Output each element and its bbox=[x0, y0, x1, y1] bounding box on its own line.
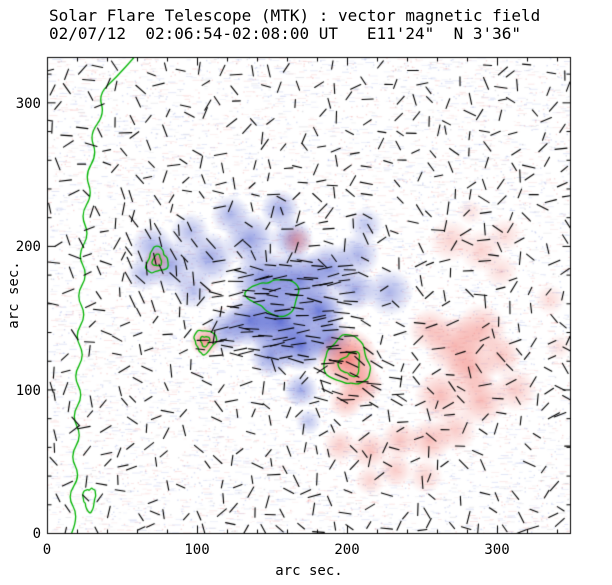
figure-subtitle: 02/07/12 02:06:54-02:08:00 UT E11'24" N … bbox=[49, 24, 522, 43]
figure-title: Solar Flare Telescope (MTK) : vector mag… bbox=[49, 6, 541, 25]
y-tick-label-300: 300 bbox=[15, 96, 41, 112]
y-tick-label-200: 200 bbox=[15, 239, 41, 255]
x-tick-label-100: 100 bbox=[184, 542, 210, 558]
x-axis-label: arc sec. bbox=[275, 563, 343, 579]
x-tick-label-200: 200 bbox=[334, 542, 360, 558]
y-axis-label: arc sec. bbox=[6, 261, 22, 329]
x-tick-label-0: 0 bbox=[42, 542, 52, 558]
y-tick-label-100: 100 bbox=[15, 383, 41, 399]
x-tick-label-300: 300 bbox=[484, 542, 510, 558]
y-tick-label-0: 0 bbox=[32, 526, 41, 542]
